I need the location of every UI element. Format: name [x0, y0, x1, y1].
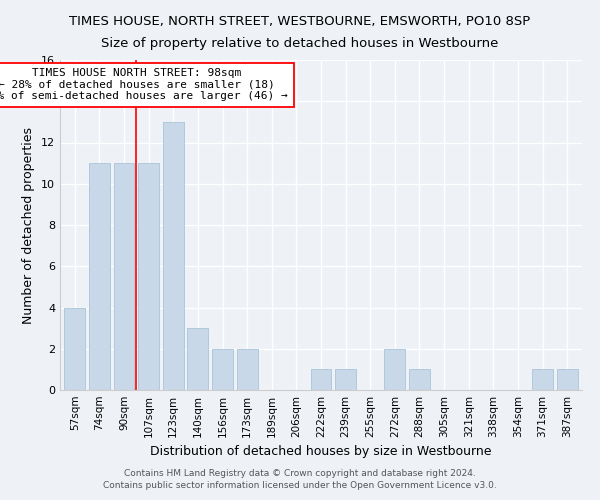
- Bar: [557, 370, 578, 390]
- Text: TIMES HOUSE, NORTH STREET, WESTBOURNE, EMSWORTH, PO10 8SP: TIMES HOUSE, NORTH STREET, WESTBOURNE, E…: [70, 15, 530, 28]
- X-axis label: Distribution of detached houses by size in Westbourne: Distribution of detached houses by size …: [150, 446, 492, 458]
- Text: Contains HM Land Registry data © Crown copyright and database right 2024.
Contai: Contains HM Land Registry data © Crown c…: [103, 468, 497, 490]
- Bar: [138, 163, 159, 390]
- Bar: [89, 163, 110, 390]
- Bar: [64, 308, 85, 390]
- Y-axis label: Number of detached properties: Number of detached properties: [22, 126, 35, 324]
- Bar: [532, 370, 553, 390]
- Text: TIMES HOUSE NORTH STREET: 98sqm
← 28% of detached houses are smaller (18)
72% of: TIMES HOUSE NORTH STREET: 98sqm ← 28% of…: [0, 68, 288, 102]
- Bar: [212, 349, 233, 390]
- Bar: [187, 328, 208, 390]
- Bar: [113, 163, 134, 390]
- Bar: [163, 122, 184, 390]
- Bar: [335, 370, 356, 390]
- Text: Size of property relative to detached houses in Westbourne: Size of property relative to detached ho…: [101, 38, 499, 51]
- Bar: [236, 349, 257, 390]
- Bar: [385, 349, 406, 390]
- Bar: [409, 370, 430, 390]
- Bar: [311, 370, 331, 390]
